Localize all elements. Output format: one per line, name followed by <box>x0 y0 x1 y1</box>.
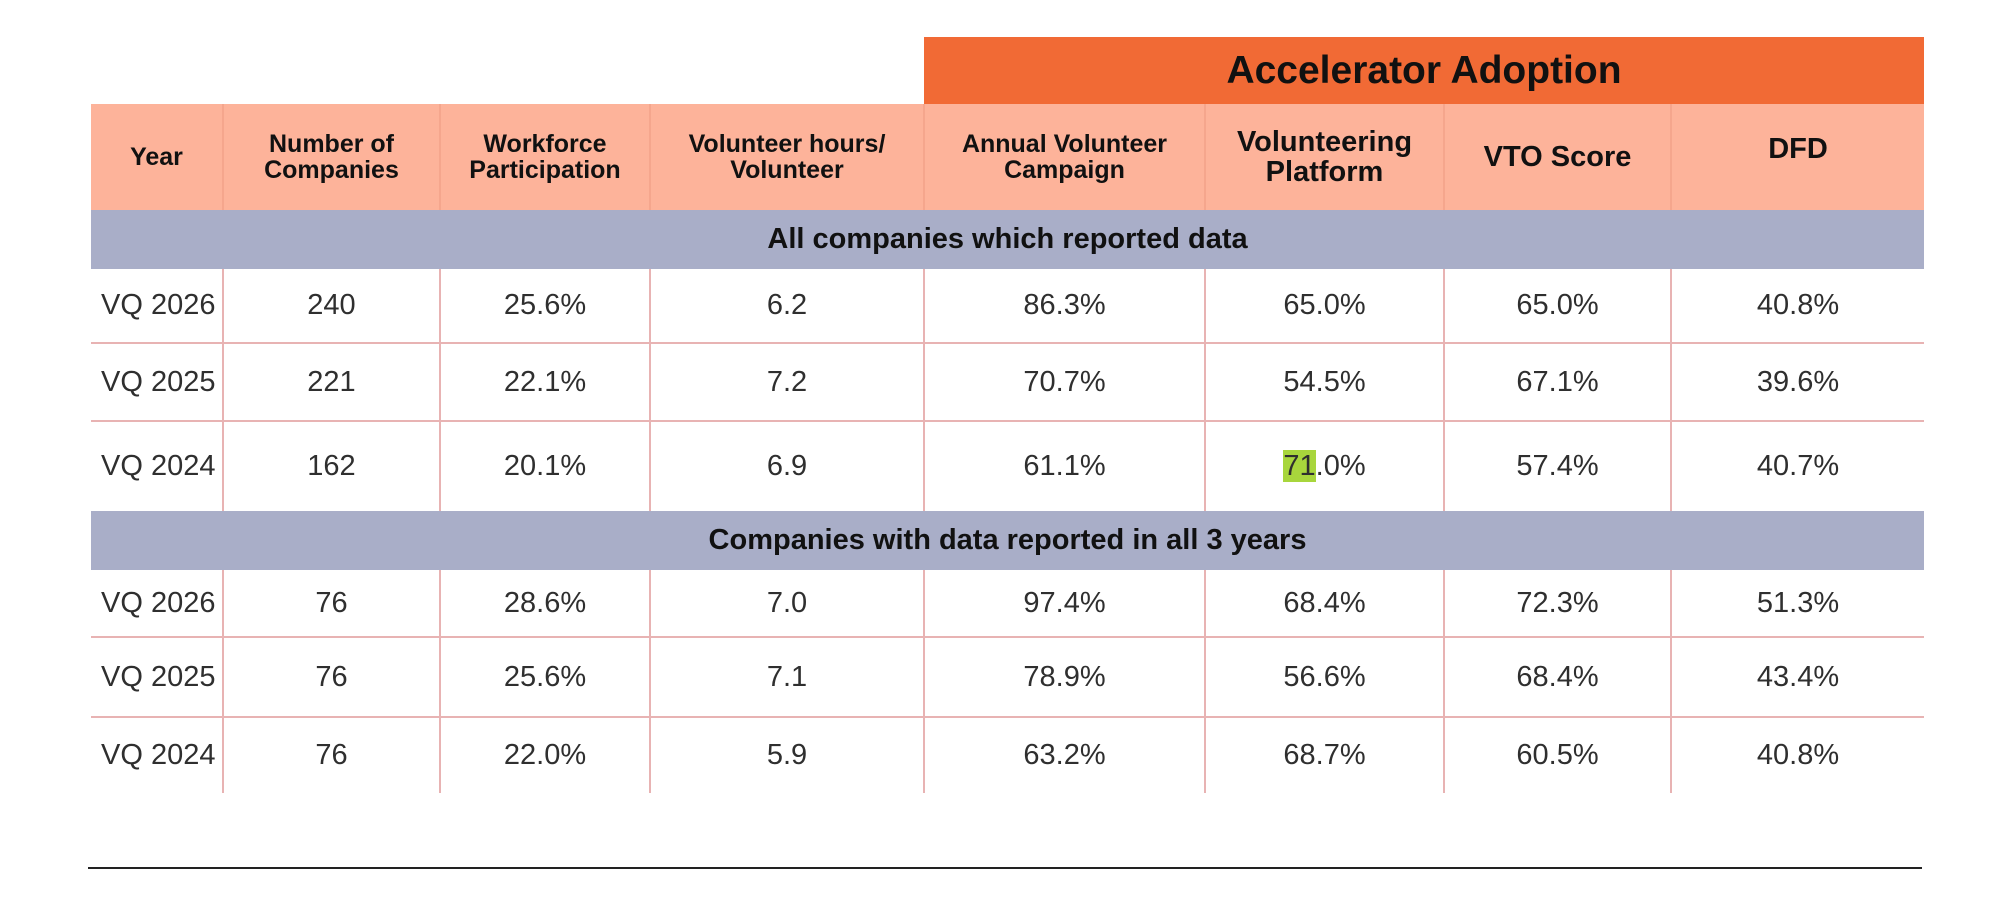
table-cell: 20.1% <box>439 421 650 511</box>
table-cell: 65.0% <box>1204 269 1444 344</box>
banner-title: Accelerator Adoption <box>1226 48 1622 92</box>
table-cell: 61.1% <box>923 421 1205 511</box>
table-cell: 72.3% <box>1443 570 1671 638</box>
column-header-volunteering-platform: Volunteering Platform <box>1204 104 1444 210</box>
table-cell: 51.3% <box>1670 570 1924 638</box>
column-header-workforce-participation: Workforce Participation <box>439 104 650 210</box>
table-row: VQ 2025 221 22.1% 7.2 70.7% 54.5% 67.1% … <box>91 343 1924 422</box>
table-cell: 56.6% <box>1204 637 1444 718</box>
table-cell: 22.0% <box>439 717 650 793</box>
table-cell: 28.6% <box>439 570 650 638</box>
table-cell: VQ 2026 <box>91 269 223 344</box>
table-cell: 86.3% <box>923 269 1205 344</box>
table-row: VQ 2026 240 25.6% 6.2 86.3% 65.0% 65.0% … <box>91 269 1924 344</box>
table-cell: 68.7% <box>1204 717 1444 793</box>
header-row: Year Number of Companies Workforce Parti… <box>91 104 1924 210</box>
highlight-remainder: .0% <box>1315 450 1366 482</box>
table-cell: 60.5% <box>1443 717 1671 793</box>
table-cell: 7.0 <box>649 570 924 638</box>
table-cell: 78.9% <box>923 637 1205 718</box>
table-cell: 57.4% <box>1443 421 1671 511</box>
column-header-volunteer-hours: Volunteer hours/ Volunteer <box>649 104 924 210</box>
accelerator-adoption-banner: Accelerator Adoption <box>924 37 1924 104</box>
table-cell: 221 <box>222 343 440 422</box>
table-cell: 70.7% <box>923 343 1205 422</box>
table-cell: 40.8% <box>1670 269 1924 344</box>
table-cell: VQ 2025 <box>91 637 223 718</box>
table-cell-highlighted: 71.0% <box>1204 421 1444 511</box>
table-cell: 65.0% <box>1443 269 1671 344</box>
table-cell: 5.9 <box>649 717 924 793</box>
table-row: VQ 2026 76 28.6% 7.0 97.4% 68.4% 72.3% 5… <box>91 570 1924 638</box>
table-cell: 43.4% <box>1670 637 1924 718</box>
table-cell: 25.6% <box>439 269 650 344</box>
table-cell: 25.6% <box>439 637 650 718</box>
section-row-all-companies: All companies which reported data <box>91 210 1924 269</box>
table-cell: 6.2 <box>649 269 924 344</box>
table-cell: 240 <box>222 269 440 344</box>
column-header-year: Year <box>91 104 223 210</box>
table-cell: 63.2% <box>923 717 1205 793</box>
table-row: VQ 2024 162 20.1% 6.9 61.1% 71.0% 57.4% … <box>91 421 1924 511</box>
table-cell: 68.4% <box>1443 637 1671 718</box>
table-row: VQ 2024 76 22.0% 5.9 63.2% 68.7% 60.5% 4… <box>91 717 1924 793</box>
column-header-vto-score: VTO Score <box>1443 104 1671 210</box>
table-cell: VQ 2024 <box>101 739 216 771</box>
table-cell: 162 <box>222 421 440 511</box>
footer-divider <box>88 867 1922 869</box>
table-row: VQ 2025 76 25.6% 7.1 78.9% 56.6% 68.4% 4… <box>91 637 1924 718</box>
table-cell: 7.2 <box>649 343 924 422</box>
column-header-dfd: DFD <box>1670 104 1924 210</box>
highlight-mark: 71 <box>1283 450 1316 482</box>
table-cell: 6.9 <box>649 421 924 511</box>
table-cell: 40.7% <box>1670 421 1924 511</box>
column-header-annual-volunteer-campaign: Annual Volunteer Campaign <box>923 104 1205 210</box>
table-cell: 97.4% <box>923 570 1205 638</box>
table-cell: 22.1% <box>439 343 650 422</box>
table-cell: 76 <box>222 717 440 793</box>
table-cell: VQ 2026 <box>91 570 223 638</box>
table-cell: 76 <box>222 570 440 638</box>
table-cell: 76 <box>222 637 440 718</box>
table-cell: 54.5% <box>1204 343 1444 422</box>
table-cell: 39.6% <box>1670 343 1924 422</box>
section-row-all-3-years: Companies with data reported in all 3 ye… <box>91 511 1924 570</box>
table-cell: 68.4% <box>1204 570 1444 638</box>
column-header-number-of-companies: Number of Companies <box>222 104 440 210</box>
section-title: Companies with data reported in all 3 ye… <box>91 511 1924 570</box>
data-table: Year Number of Companies Workforce Parti… <box>91 104 1924 793</box>
table-cell: VQ 2024 <box>101 450 216 482</box>
table-cell: 40.8% <box>1670 717 1924 793</box>
table-cell: VQ 2025 <box>91 343 223 422</box>
section-title: All companies which reported data <box>91 210 1924 269</box>
table-cell: 7.1 <box>649 637 924 718</box>
table-cell: 67.1% <box>1443 343 1671 422</box>
